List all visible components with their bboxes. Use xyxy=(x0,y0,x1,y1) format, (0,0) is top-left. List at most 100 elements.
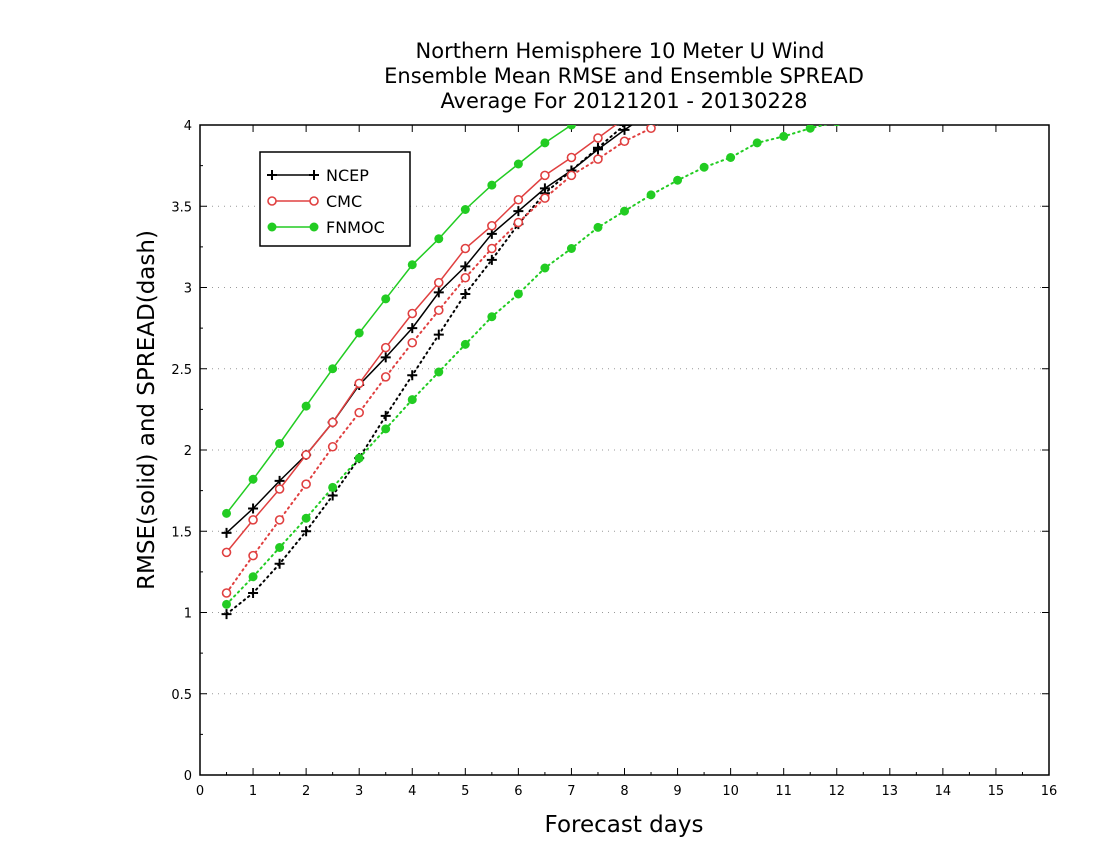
chart-title-line-1: Northern Hemisphere 10 Meter U Wind xyxy=(416,39,825,63)
point-fnmoc-rmse-3 xyxy=(301,401,311,411)
point-fnmoc-spread-12 xyxy=(540,263,550,273)
point-ncep-spread-15 xyxy=(619,125,630,130)
point-ncep-rmse-6 xyxy=(380,352,391,363)
point-cmc-rmse-6 xyxy=(380,342,391,353)
series-line-ncep-rmse xyxy=(225,125,634,534)
point-cmc-rmse-7 xyxy=(407,308,418,319)
point-cmc-rmse-0 xyxy=(221,547,232,558)
point-ncep-spread-7 xyxy=(407,370,418,381)
point-fnmoc-rmse-5 xyxy=(354,328,364,338)
point-cmc-rmse-11 xyxy=(513,194,524,205)
point-cmc-rmse-8 xyxy=(433,277,444,288)
x-tick-label-4: 4 xyxy=(408,784,416,799)
x-tick-label-13: 13 xyxy=(882,784,899,799)
point-cmc-spread-0 xyxy=(221,588,232,598)
x-tick-label-2: 2 xyxy=(302,784,310,799)
point-cmc-spread-5 xyxy=(354,407,364,418)
x-tick-label-5: 5 xyxy=(461,784,469,799)
point-fnmoc-rmse-12 xyxy=(540,138,550,148)
point-cmc-spread-6 xyxy=(380,372,391,382)
point-fnmoc-rmse-1 xyxy=(248,474,258,484)
point-fnmoc-spread-8 xyxy=(434,367,444,377)
point-cmc-rmse-4 xyxy=(327,417,338,428)
y-tick-label-6: 3 xyxy=(184,282,192,297)
point-ncep-spread-9 xyxy=(460,289,471,299)
point-ncep-spread-2 xyxy=(274,558,285,569)
point-ncep-spread-1 xyxy=(248,588,259,598)
point-cmc-spread-16 xyxy=(646,125,656,134)
x-tick-label-14: 14 xyxy=(935,784,952,799)
point-cmc-spread-12 xyxy=(540,193,550,203)
point-fnmoc-spread-18 xyxy=(699,162,709,172)
point-cmc-rmse-3 xyxy=(301,450,311,460)
point-fnmoc-spread-0 xyxy=(222,599,232,609)
series-fnmoc-rmse xyxy=(222,125,576,518)
series-ncep-rmse xyxy=(221,125,634,538)
point-fnmoc-rmse-2 xyxy=(275,439,285,448)
point-cmc-rmse-15 xyxy=(621,115,629,123)
point-cmc-spread-2 xyxy=(274,515,285,525)
x-axis: 0 1 2 3 4 5 6 7 8 9 10 11 12 13 14 15 16 xyxy=(196,125,1057,799)
point-cmc-spread-3 xyxy=(301,479,311,489)
point-fnmoc-spread-19 xyxy=(726,153,736,162)
point-fnmoc-spread-10 xyxy=(487,312,497,322)
point-fnmoc-spread-7 xyxy=(407,395,417,405)
point-fnmoc-spread-16 xyxy=(646,190,656,200)
point-fnmoc-spread-20 xyxy=(752,138,762,148)
point-cmc-rmse-10 xyxy=(487,220,497,231)
point-fnmoc-spread-6 xyxy=(381,424,391,434)
chart-title-line-2: Ensemble Mean RMSE and Ensemble SPREAD xyxy=(384,64,864,88)
x-tick-label-7: 7 xyxy=(567,784,575,799)
point-cmc-rmse-13 xyxy=(566,152,577,163)
grid-lines xyxy=(200,205,1049,695)
point-ncep-spread-10 xyxy=(486,254,497,265)
y-tick-label-8: 4 xyxy=(184,119,192,134)
point-fnmoc-rmse-4 xyxy=(328,364,338,374)
point-cmc-rmse-9 xyxy=(460,243,471,254)
point-ncep-spread-6 xyxy=(380,410,391,421)
point-fnmoc-spread-9 xyxy=(460,339,470,349)
point-fnmoc-spread-13 xyxy=(566,244,576,253)
point-cmc-spread-15 xyxy=(619,136,630,147)
x-tick-label-9: 9 xyxy=(673,784,681,799)
point-cmc-spread-8 xyxy=(433,305,444,316)
legend-marker-end xyxy=(309,170,319,180)
series-ncep-spread xyxy=(221,125,630,620)
point-fnmoc-spread-14 xyxy=(593,222,603,232)
x-tick-label-6: 6 xyxy=(514,784,522,799)
point-fnmoc-spread-4 xyxy=(328,482,338,492)
point-cmc-spread-9 xyxy=(460,272,471,283)
point-cmc-rmse-1 xyxy=(248,515,258,525)
x-tick-label-11: 11 xyxy=(775,784,792,799)
legend-box xyxy=(259,151,411,247)
point-cmc-rmse-12 xyxy=(540,170,550,181)
y-axis-label: RMSE(solid) and SPREAD(dash) xyxy=(134,230,160,590)
x-tick-label-8: 8 xyxy=(620,784,628,799)
point-ncep-spread-4 xyxy=(327,490,338,501)
point-fnmoc-spread-15 xyxy=(620,206,629,216)
legend-marker-start xyxy=(267,196,277,206)
y-tick-label-5: 2.5 xyxy=(171,363,192,378)
point-cmc-spread-7 xyxy=(407,337,418,348)
series-fnmoc-spread xyxy=(222,111,868,609)
x-tick-label-15: 15 xyxy=(988,784,1005,799)
point-fnmoc-rmse-10 xyxy=(487,180,497,190)
series-line-cmc-spread xyxy=(225,125,659,594)
legend-marker-end xyxy=(309,222,319,232)
point-cmc-spread-14 xyxy=(593,154,603,164)
series-cmc-rmse xyxy=(221,115,629,558)
point-fnmoc-rmse-9 xyxy=(460,205,470,214)
point-cmc-spread-1 xyxy=(248,550,258,561)
legend-label-fnmoc: FNMOC xyxy=(326,218,385,237)
legend-marker-start xyxy=(267,222,277,232)
legend-label-ncep: NCEP xyxy=(326,166,369,185)
point-fnmoc-spread-1 xyxy=(248,572,258,582)
y-tick-label-4: 2 xyxy=(184,444,192,459)
y-axis: 0 0.5 1 1.5 2 2.5 3 3.5 4 xyxy=(171,119,1049,784)
legend-label-cmc: CMC xyxy=(326,192,362,211)
point-fnmoc-spread-11 xyxy=(513,289,523,299)
point-fnmoc-spread-24 xyxy=(859,111,868,120)
chart-title-line-3: Average For 20121201 - 20130228 xyxy=(440,89,807,113)
y-tick-label-7: 3.5 xyxy=(171,200,192,215)
y-tick-label-2: 1 xyxy=(184,607,192,622)
